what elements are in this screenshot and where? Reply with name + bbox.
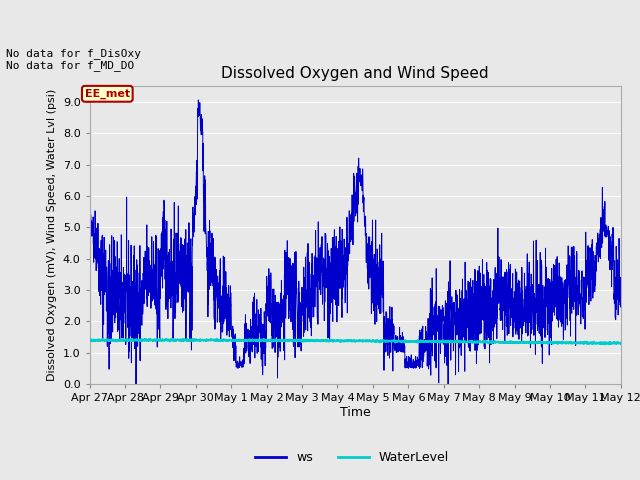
Legend: ws, WaterLevel: ws, WaterLevel bbox=[250, 446, 454, 469]
Y-axis label: Dissolved Oxygen (mV), Wind Speed, Water Lvl (psi): Dissolved Oxygen (mV), Wind Speed, Water… bbox=[47, 89, 57, 381]
Text: No data for f_DisOxy
No data for f_MD_DO: No data for f_DisOxy No data for f_MD_DO bbox=[6, 48, 141, 72]
Text: EE_met: EE_met bbox=[84, 89, 130, 99]
X-axis label: Time: Time bbox=[340, 406, 371, 419]
Title: Dissolved Oxygen and Wind Speed: Dissolved Oxygen and Wind Speed bbox=[221, 66, 489, 81]
